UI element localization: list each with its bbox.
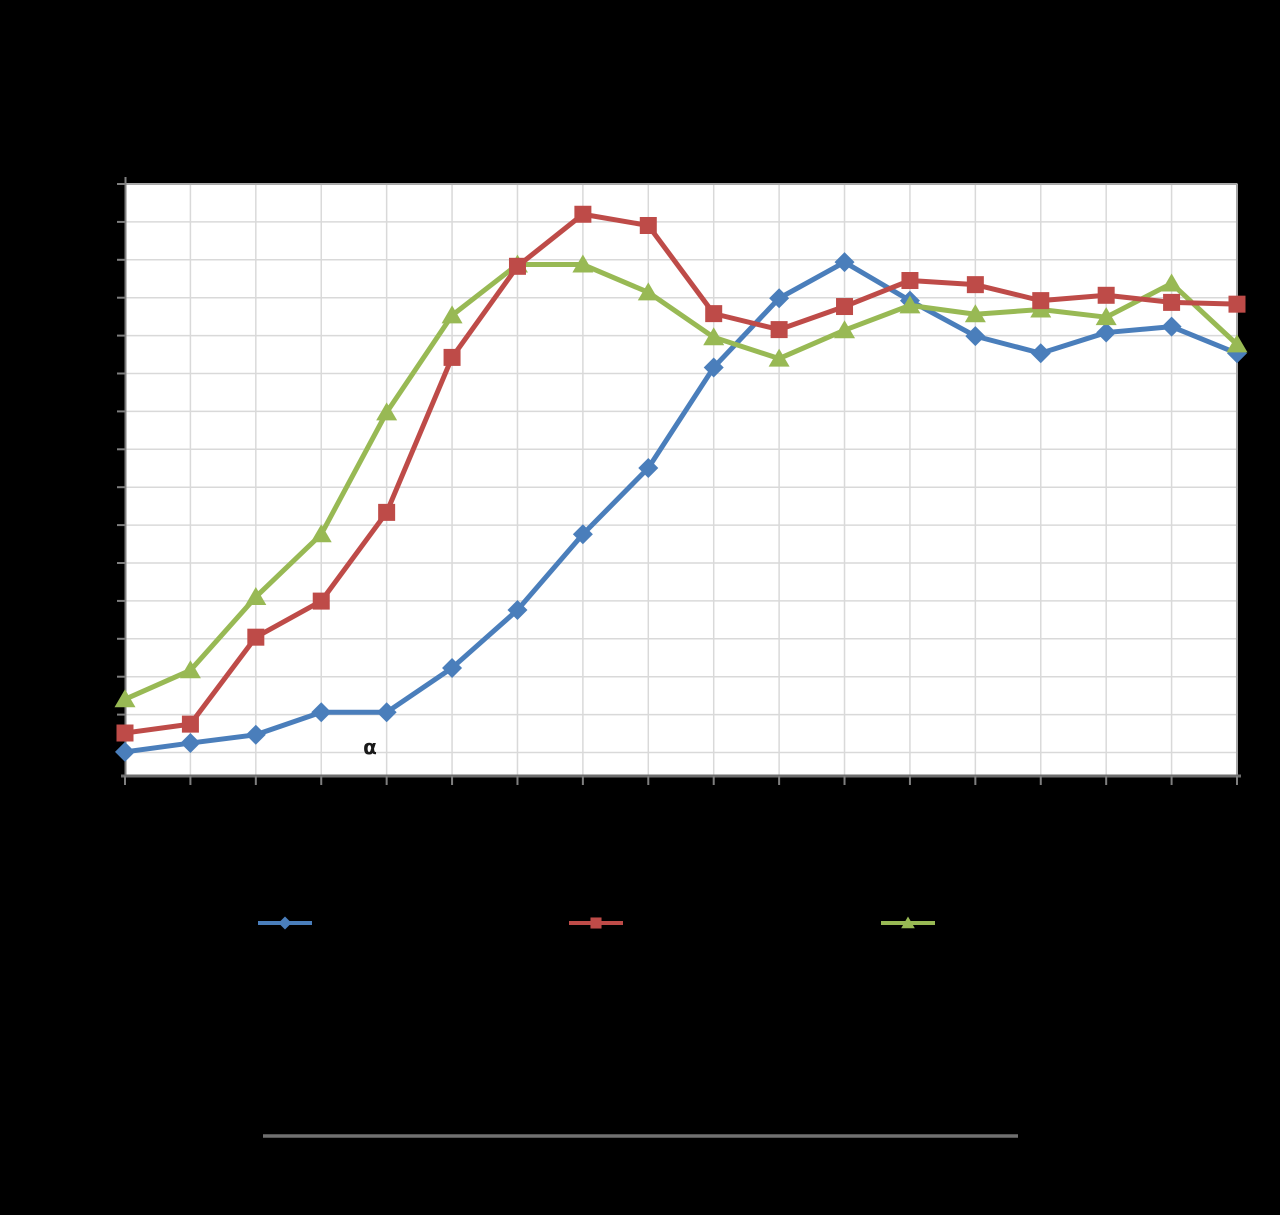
red-square-series-marker [1163, 293, 1181, 311]
red-square-series-line [122, 211, 1240, 736]
green-triangle-series-marker [834, 320, 856, 339]
legend-group [258, 916, 935, 930]
blue-diamond-series-marker [245, 724, 266, 745]
red-square-series-marker [901, 272, 919, 290]
green-triangle-series-marker [441, 305, 463, 324]
blue-diamond-series-marker [311, 702, 332, 723]
green-triangle-series-marker [1226, 334, 1248, 353]
legend-diamond-marker [278, 916, 292, 930]
green-triangle-series-marker [114, 689, 136, 708]
blue-diamond-series-marker [965, 326, 986, 347]
blue-diamond-series-marker [376, 702, 397, 723]
blue-diamond-series-marker [1030, 343, 1051, 364]
red-square-series-marker [1032, 292, 1050, 310]
green-triangle-series-marker [899, 295, 921, 314]
red-square-series-marker [312, 592, 330, 610]
legend-square-marker [590, 917, 602, 929]
blue-diamond-series-marker [703, 357, 724, 378]
red-square-series-marker [181, 715, 199, 733]
blue-diamond-series-marker [769, 288, 790, 309]
red-square-series-marker [247, 628, 265, 646]
legend-item-diamond [258, 916, 312, 930]
green-triangle-series-marker [245, 586, 267, 605]
axes-group [117, 177, 1241, 785]
legend-item-square [569, 917, 623, 929]
green-triangle-series-marker [179, 660, 201, 679]
legend-triangle-marker [901, 916, 915, 929]
green-triangle-series-marker [376, 402, 398, 421]
green-triangle-series-marker [768, 348, 790, 367]
red-square-series-marker [1097, 286, 1115, 304]
legend-item-triangle [881, 916, 935, 929]
red-square-series-marker [770, 321, 788, 339]
red-square-series-marker [639, 216, 657, 234]
alpha-annotation: α [363, 735, 377, 759]
red-square-series-marker [836, 298, 854, 316]
blue-diamond-series-marker [638, 458, 659, 479]
green-triangle-series-marker [1095, 307, 1117, 326]
series-group [114, 205, 1248, 762]
green-triangle-series-marker [637, 282, 659, 301]
blue-diamond-series-line [122, 259, 1240, 755]
green-triangle-series-marker [1161, 273, 1183, 292]
green-triangle-series-marker [964, 304, 986, 323]
red-square-series-marker [574, 205, 592, 223]
green-triangle-series-line [122, 262, 1240, 702]
blue-diamond-series-marker [180, 733, 201, 754]
green-triangle-series-marker [310, 524, 332, 543]
blue-diamond-series-marker [1096, 322, 1117, 343]
blue-diamond-series-marker [507, 599, 528, 620]
blue-diamond-series-marker [834, 252, 855, 273]
red-square-series-marker [443, 348, 461, 366]
red-square-series-marker [966, 276, 984, 294]
green-triangle-series-marker [572, 254, 594, 273]
red-square-series-marker [116, 724, 134, 742]
blue-diamond-series-marker [115, 741, 135, 762]
blue-diamond-series-marker [1161, 316, 1182, 337]
blue-diamond-series-marker [572, 524, 593, 545]
red-square-series-marker [378, 503, 396, 521]
green-triangle-series-marker [703, 327, 725, 346]
red-square-series-marker [705, 305, 723, 323]
blue-diamond-series-marker [442, 657, 463, 678]
red-square-series-marker [1228, 295, 1246, 313]
red-square-series-marker [508, 257, 526, 275]
